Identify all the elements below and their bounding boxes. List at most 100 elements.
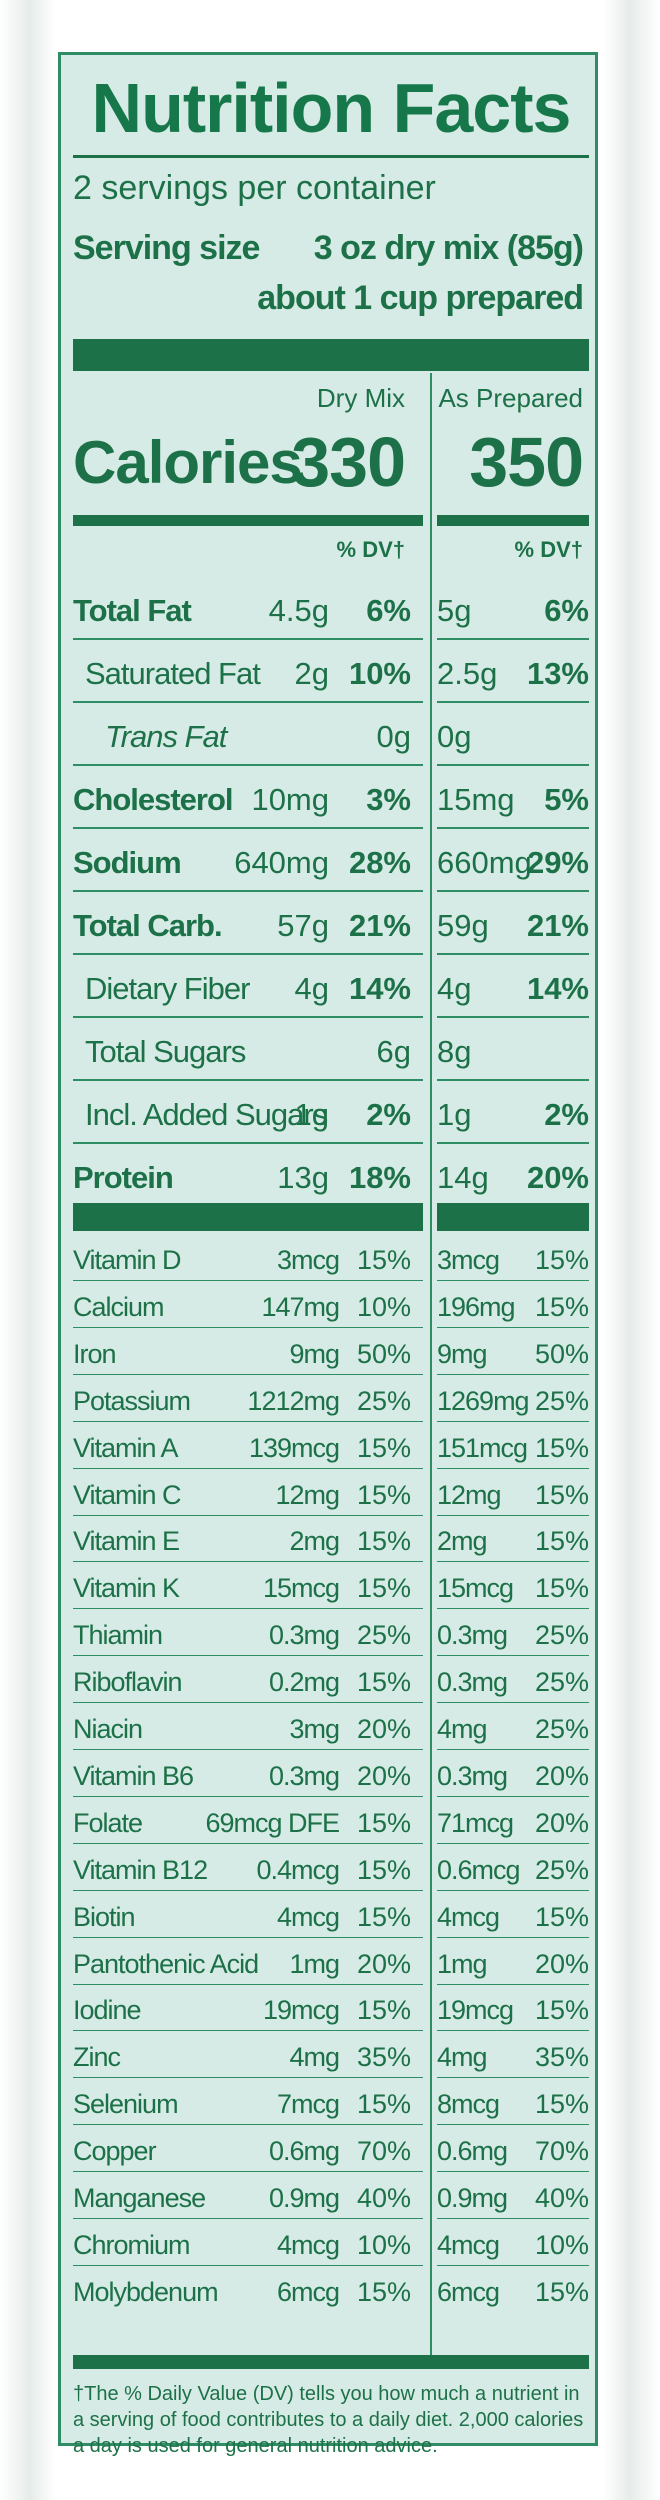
row-divider [73, 890, 423, 892]
vitamin-row: Molybdenum 6mcg 15% 6mcg 15% [61, 2267, 601, 2314]
calories-rule-prepared [437, 515, 589, 526]
dry-amount: 147mg [261, 1292, 340, 1322]
vitamin-row: Vitamin B12 0.4mcg 15% 0.6mcg 25% [61, 1845, 601, 1892]
vitamin-row: Riboflavin 0.2mg 15% 0.3mg 25% [61, 1657, 601, 1704]
prepared-dv: 15% [534, 1433, 589, 1463]
nutrient-name: Dietary Fiber [85, 971, 250, 1006]
dry-dv: 40% [356, 2183, 411, 2213]
row-divider [73, 1468, 423, 1469]
row-divider [437, 2030, 589, 2031]
vitamin-name: Iodine [73, 1995, 142, 2025]
row-divider [437, 1937, 589, 1938]
dry-dv: 15% [356, 1480, 411, 1510]
row-divider [73, 764, 423, 766]
vitamin-row: Vitamin C 12mg 15% 12mg 15% [61, 1470, 601, 1517]
row-divider [73, 1561, 423, 1562]
prepared-dv: 14% [526, 971, 589, 1006]
dv-header-dry: % DV† [336, 537, 405, 562]
vitamin-row: Manganese 0.9mg 40% 0.9mg 40% [61, 2173, 601, 2220]
dry-dv: 15% [356, 1995, 411, 2025]
dry-amount: 15mcg [262, 1573, 340, 1603]
row-divider [437, 1655, 589, 1656]
prepared-dv: 15% [534, 2277, 589, 2307]
row-divider [437, 1142, 589, 1144]
prepared-dv: 15% [534, 1902, 589, 1932]
dry-amount: 4mg [289, 2042, 340, 2072]
dry-amount: 9mg [289, 1339, 340, 1369]
calories-label: Calories [73, 429, 303, 496]
row-divider [437, 890, 589, 892]
thick-rule-vitamins-dry [73, 1203, 423, 1231]
prepared-amount: 660mg [437, 845, 532, 880]
nutrient-name: Trans Fat [105, 719, 227, 754]
row-divider [437, 1079, 589, 1081]
row-divider [73, 1937, 423, 1938]
vitamin-name: Vitamin B6 [73, 1761, 194, 1791]
prepared-amount: 0.6mg [437, 2136, 508, 2166]
dry-amount: 0.3mg [268, 1620, 340, 1650]
row-divider [73, 827, 423, 829]
column-header-dry-mix: Dry Mix [316, 383, 405, 413]
dry-amount: 2g [294, 656, 329, 691]
row-divider [437, 1702, 589, 1703]
nutrient-name: Cholesterol [73, 782, 234, 817]
prepared-amount: 9mg [437, 1339, 488, 1369]
dry-dv: 50% [356, 1339, 411, 1369]
prepared-amount: 0g [437, 719, 472, 754]
nutrient-name: Total Fat [73, 593, 192, 628]
dry-dv: 28% [348, 845, 411, 880]
nutrient-name: Protein [73, 1160, 174, 1195]
row-divider [73, 953, 423, 955]
prepared-amount: 15mcg [437, 1573, 514, 1603]
dry-dv: 15% [356, 1902, 411, 1932]
prepared-dv: 15% [534, 2089, 589, 2119]
dry-amount: 0g [376, 719, 411, 754]
dry-amount: 12mg [275, 1480, 340, 1510]
row-divider [437, 827, 589, 829]
row-divider [73, 1016, 423, 1018]
prepared-dv: 6% [544, 593, 589, 628]
prepared-amount: 59g [437, 908, 489, 943]
dry-dv: 20% [356, 1949, 411, 1979]
prepared-amount: 196mg [437, 1292, 516, 1322]
footnote: †The % Daily Value (DV) tells you how mu… [73, 2383, 584, 2457]
prepared-amount: 1269mg [437, 1386, 530, 1416]
prepared-amount: 3mcg [437, 1245, 500, 1275]
dry-amount: 6g [376, 1034, 411, 1069]
vitamin-name: Copper [73, 2136, 157, 2166]
prepared-amount: 4mg [437, 2042, 488, 2072]
nutrient-name: Incl. Added Sugars [85, 1097, 328, 1132]
prepared-dv: 15% [534, 1526, 589, 1556]
prepared-amount: 8mcg [437, 2089, 500, 2119]
row-divider [73, 1142, 423, 1144]
row-divider [437, 1374, 589, 1375]
row-divider [437, 1421, 589, 1422]
vitamin-name: Molybdenum [73, 2277, 219, 2307]
row-divider [437, 1016, 589, 1018]
prepared-dv: 13% [526, 656, 589, 691]
row-divider [437, 638, 589, 640]
dry-dv: 15% [356, 1855, 411, 1885]
vitamin-row: Copper 0.6mg 70% 0.6mg 70% [61, 2126, 601, 2173]
row-divider [73, 2077, 423, 2078]
panel-title: Nutrition Facts [91, 69, 572, 147]
vitamin-row: Biotin 4mcg 15% 4mcg 15% [61, 1892, 601, 1939]
prepared-amount: 5g [437, 593, 472, 628]
dry-amount: 1212mg [247, 1386, 340, 1416]
prepared-amount: 4mg [437, 1714, 488, 1744]
prepared-dv: 35% [534, 2042, 589, 2072]
prepared-dv: 15% [534, 1292, 589, 1322]
row-divider [73, 1515, 423, 1516]
vitamin-name: Biotin [73, 1902, 136, 1932]
calories-dry: 330 [291, 423, 406, 501]
dry-amount: 4mcg [276, 2230, 340, 2260]
dry-dv: 15% [356, 2089, 411, 2119]
prepared-dv: 25% [534, 1667, 589, 1697]
row-divider [437, 1515, 589, 1516]
row-divider [437, 1608, 589, 1609]
row-divider [73, 1749, 423, 1750]
prepared-amount: 2mg [437, 1526, 488, 1556]
serving-size-label: Serving size [73, 229, 260, 267]
dry-amount: 57g [277, 908, 329, 943]
row-divider [73, 1655, 423, 1656]
